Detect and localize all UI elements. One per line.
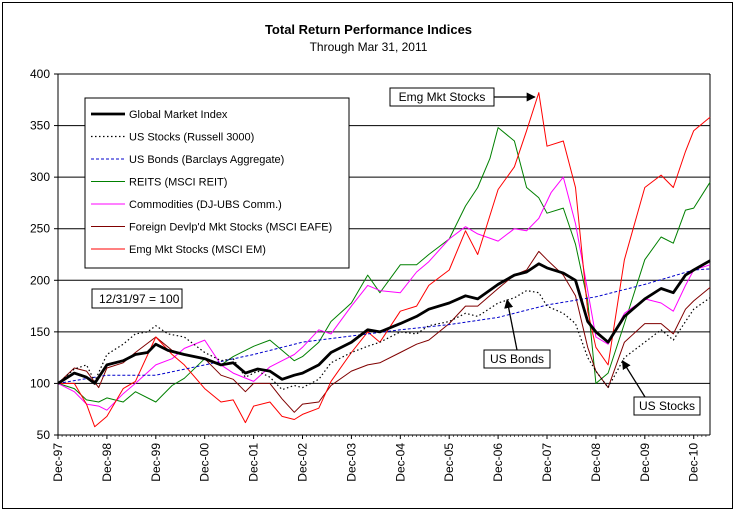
series-line-global-market-index	[57, 259, 711, 385]
axis-layer: 50 100 150 200 250 300 350 400 Dec-97 Dec-98 Dec-9…	[30, 67, 711, 482]
x-tick-label: Dec-05	[442, 443, 456, 482]
legend: Global Market Index US Stocks (Russell 30…	[84, 97, 350, 269]
annotation-label: Emg Mkt Stocks	[399, 90, 486, 104]
y-tick-label: 350	[30, 119, 50, 133]
base-note-frame	[91, 288, 183, 309]
x-tick-label: Dec-98	[100, 443, 114, 482]
x-tick-label: Dec-07	[540, 443, 554, 482]
annotation-label: US Stocks	[639, 399, 695, 413]
y-tick-label: 400	[30, 67, 50, 81]
series-line-us-bonds-barclays-aggregate	[57, 268, 711, 384]
x-tick-label: Dec-09	[638, 443, 652, 482]
legend-entry-label: Foreign Devlp'd Mkt Stocks (MSCI EAFE)	[129, 222, 332, 234]
x-tick-label: Dec-03	[344, 443, 358, 482]
y-tick-label: 150	[30, 325, 50, 339]
y-tick-label: 250	[30, 222, 50, 236]
legend-box	[84, 97, 350, 269]
x-tick-label: Dec-02	[296, 443, 310, 482]
chart-title: Total Return Performance Indices	[264, 22, 473, 37]
legend-entry-label: Global Market Index	[129, 109, 228, 121]
annotation-arrow	[621, 359, 646, 398]
legend-entry-label: US Stocks (Russell 3000)	[129, 132, 254, 144]
chart-subtitle: Through Mar 31, 2011	[309, 40, 428, 54]
annotation-label: US Bonds	[490, 352, 544, 366]
base-note-text: 12/31/97 = 100	[99, 292, 180, 306]
series-layer	[57, 92, 711, 428]
x-tick-label: Dec-97	[51, 443, 65, 482]
series-line-commodities-dj-ubs-comm	[57, 176, 711, 411]
legend-entry-label: REITS (MSCI REIT)	[129, 177, 227, 189]
y-tick-label: 200	[30, 273, 50, 287]
annotation-box	[633, 396, 701, 416]
series-line-foreign-devlp-d-mkt-stocks-msci-eafe	[57, 250, 711, 413]
x-tick-label: Dec-06	[491, 443, 505, 482]
x-tick-label: Dec-00	[198, 443, 212, 482]
legend-entry-label: US Bonds (Barclays Aggregate)	[129, 154, 284, 166]
x-tick-label: Dec-01	[247, 443, 261, 482]
x-tick-label: Dec-99	[149, 443, 163, 482]
annotation-arrow	[504, 298, 518, 351]
series-line-reits-msci-reit	[57, 127, 711, 403]
x-tick-label: Dec-04	[393, 443, 407, 482]
annotation-layer: Emg Mkt Stocks US Bonds US Stocks	[389, 87, 701, 416]
x-tick-label: Dec-08	[589, 443, 603, 482]
y-tick-label: 300	[30, 170, 50, 184]
y-tick-label: 100	[30, 376, 50, 390]
base-note-box: 12/31/97 = 100	[91, 288, 183, 309]
legend-entry-label: Emg Mkt Stocks (MSCI EM)	[129, 244, 266, 256]
x-tick-label: Dec-10	[687, 443, 701, 482]
y-tick-label: 50	[37, 428, 51, 442]
legend-entry-label: Commodities (DJ-UBS Comm.)	[129, 199, 282, 211]
